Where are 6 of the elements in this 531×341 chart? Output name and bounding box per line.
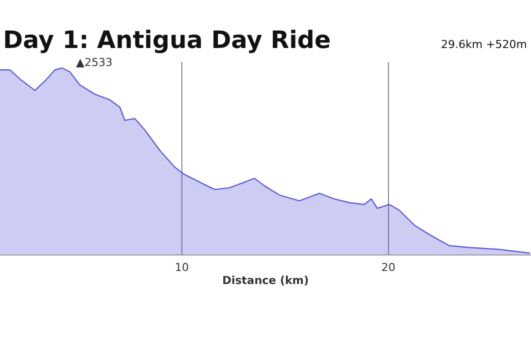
x-axis-title: Distance (km)	[222, 274, 309, 287]
x-tick-label: 20	[381, 260, 396, 274]
x-tick-label: 10	[174, 260, 189, 274]
annotation: ▲2533	[76, 56, 112, 69]
chart-subtitle: 29.6km +520m	[440, 38, 527, 51]
chart-title: Day 1: Antigua Day Ride	[3, 26, 331, 54]
